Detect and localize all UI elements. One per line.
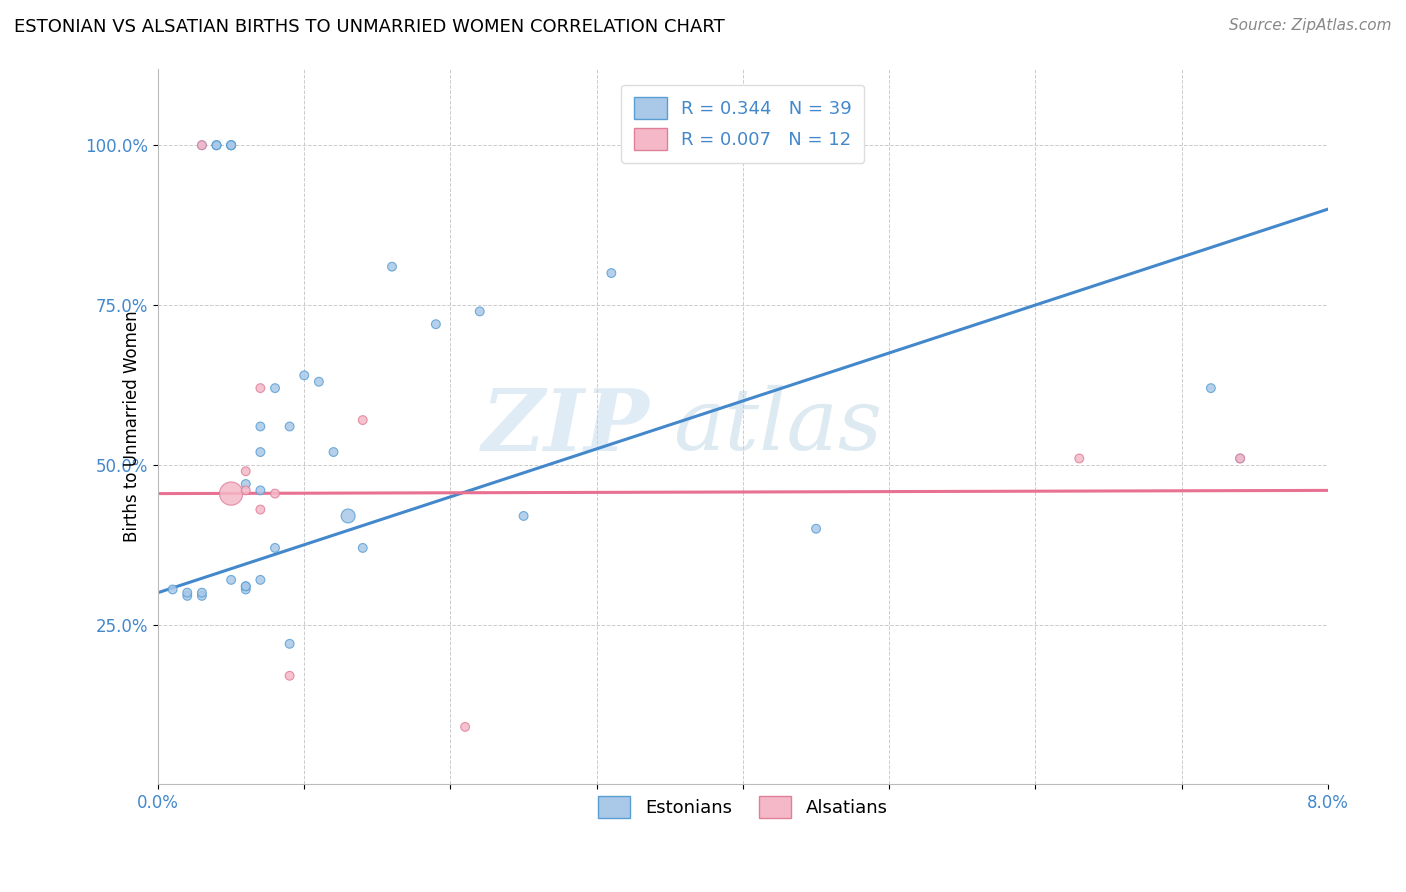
Y-axis label: Births to Unmarried Women: Births to Unmarried Women (124, 310, 142, 542)
Point (249, 381, 271, 395)
Point (308, 375, 330, 389)
Point (1229, 451, 1251, 466)
Point (249, 502, 271, 516)
Point (235, 582, 257, 597)
Point (219, 486, 242, 500)
Point (219, 573, 242, 587)
Point (278, 419, 301, 434)
Point (264, 541, 287, 555)
Point (337, 508, 360, 523)
Point (352, 541, 374, 555)
Point (381, 260, 404, 274)
Point (249, 483, 271, 498)
Point (205, 138, 228, 153)
Point (191, 138, 214, 153)
Point (205, 138, 228, 153)
Point (264, 381, 287, 395)
Text: Source: ZipAtlas.com: Source: ZipAtlas.com (1229, 18, 1392, 33)
Point (162, 582, 184, 597)
Legend: Estonians, Alsatians: Estonians, Alsatians (591, 789, 896, 825)
Point (1229, 451, 1251, 466)
Point (512, 508, 534, 523)
Point (235, 464, 257, 478)
Text: atlas: atlas (672, 385, 882, 467)
Point (468, 304, 491, 318)
Point (264, 486, 287, 500)
Point (278, 637, 301, 651)
Point (1199, 381, 1222, 395)
Text: ZIP: ZIP (481, 384, 650, 468)
Point (176, 589, 198, 603)
Point (425, 317, 447, 331)
Point (191, 138, 214, 153)
Point (219, 138, 242, 153)
Point (191, 585, 214, 599)
Point (249, 573, 271, 587)
Point (235, 477, 257, 491)
Point (235, 483, 257, 498)
Point (219, 138, 242, 153)
Point (219, 138, 242, 153)
Point (804, 522, 827, 536)
Point (278, 669, 301, 683)
Point (454, 720, 477, 734)
Point (191, 589, 214, 603)
Point (322, 445, 344, 459)
Point (219, 138, 242, 153)
Point (249, 445, 271, 459)
Point (292, 368, 315, 383)
Point (352, 413, 374, 427)
Point (1069, 451, 1091, 466)
Point (176, 585, 198, 599)
Point (235, 579, 257, 593)
Point (205, 138, 228, 153)
Point (235, 579, 257, 593)
Point (249, 419, 271, 434)
Point (600, 266, 623, 280)
Text: ESTONIAN VS ALSATIAN BIRTHS TO UNMARRIED WOMEN CORRELATION CHART: ESTONIAN VS ALSATIAN BIRTHS TO UNMARRIED… (14, 18, 725, 36)
